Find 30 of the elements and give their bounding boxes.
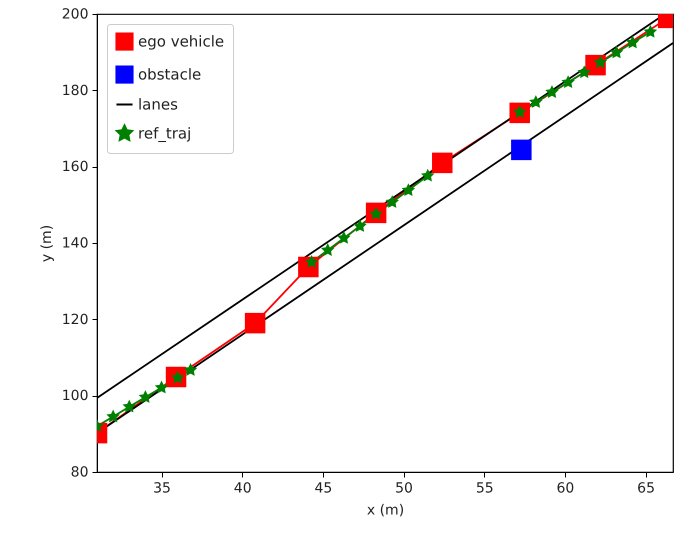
x-tick-label: 65 [637,480,655,496]
y-tick-label: 200 [62,6,88,22]
x-tick-label: 55 [476,480,494,496]
y-tick-label: 160 [62,159,88,176]
point [644,24,658,38]
y-axis-title: y (m) [38,224,55,262]
point [432,152,453,174]
y-tick-label: 100 [62,388,88,404]
legend-label: ego vehicle [138,32,224,50]
x-tick-label: 40 [234,480,252,496]
legend-label: lanes [138,96,178,114]
x-axis-title: x (m) [366,502,404,518]
point [244,312,266,334]
y-tick-label: 80 [70,464,88,480]
legend-label: obstacle [138,66,202,84]
point [511,140,532,160]
x-tick-label: 60 [556,480,574,496]
point [184,363,198,376]
point [421,168,434,182]
point [138,390,152,403]
y-tick-label: 140 [62,236,88,252]
x-tick-label: 35 [153,480,171,496]
point [122,400,136,412]
legend-label: ref_traj [138,124,192,142]
x-tick-label: 45 [314,480,332,496]
point [106,410,120,422]
y-tick-label: 120 [62,312,88,328]
y-tick-label: 180 [62,82,88,99]
x-tick-label: 50 [395,480,413,496]
point [154,380,168,394]
